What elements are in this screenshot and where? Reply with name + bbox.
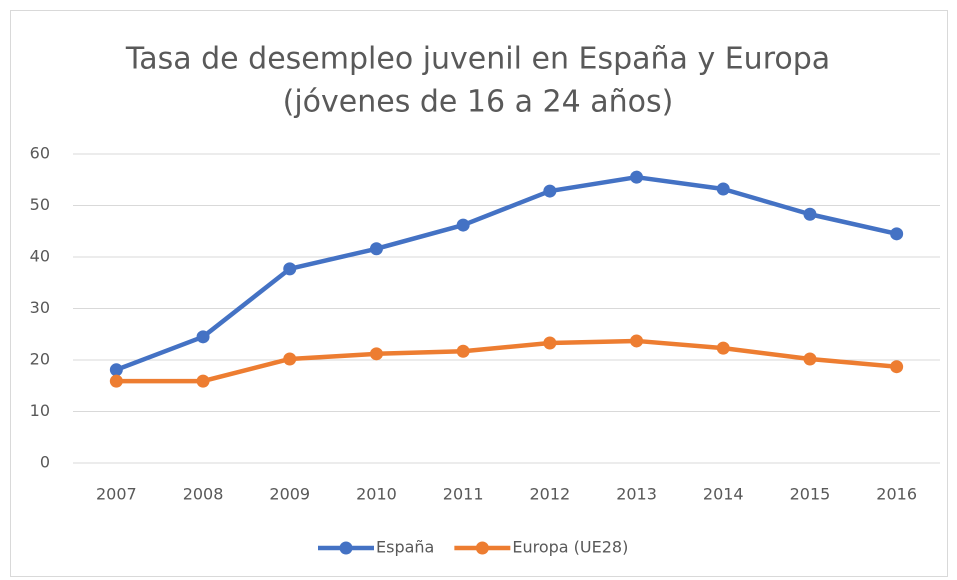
data-point	[369, 347, 383, 361]
data-point	[803, 352, 817, 366]
y-tick-label: 60	[30, 144, 50, 163]
x-tick-label: 2016	[876, 485, 917, 504]
data-point	[716, 182, 730, 196]
x-tick-label: 2013	[616, 485, 657, 504]
data-point	[543, 184, 557, 198]
x-tick-label: 2011	[443, 485, 484, 504]
legend-marker	[475, 541, 489, 555]
data-point	[630, 334, 644, 348]
data-point	[630, 170, 644, 184]
data-point	[890, 360, 904, 374]
chart-title: (jóvenes de 16 a 24 años)	[283, 85, 674, 120]
x-tick-label: 2015	[790, 485, 831, 504]
series-line	[115, 174, 898, 372]
series-line	[116, 338, 897, 384]
y-tick-label: 50	[30, 195, 50, 214]
legend-marker	[339, 541, 353, 555]
y-tick-label: 20	[30, 350, 50, 369]
chart-frame	[10, 10, 948, 577]
chart-title: Tasa de desempleo juvenil en España y Eu…	[125, 42, 830, 77]
data-point	[109, 363, 123, 377]
y-tick-label: 30	[30, 298, 50, 317]
x-tick-label: 2012	[529, 485, 570, 504]
x-tick-label: 2010	[356, 485, 397, 504]
legend-label: España	[376, 538, 434, 557]
data-point	[196, 330, 210, 344]
x-tick-label: 2009	[269, 485, 310, 504]
data-point	[283, 352, 297, 366]
data-point	[456, 218, 470, 232]
legend-label: Europa (UE28)	[512, 538, 628, 557]
data-point	[543, 336, 557, 350]
data-point	[456, 344, 470, 358]
y-tick-label: 0	[40, 453, 50, 472]
x-tick-label: 2014	[703, 485, 744, 504]
data-point	[369, 242, 383, 256]
data-point	[716, 341, 730, 355]
y-tick-label: 40	[30, 247, 50, 266]
data-point	[803, 207, 817, 221]
data-point	[890, 227, 904, 241]
x-tick-label: 2007	[96, 485, 137, 504]
data-point	[283, 262, 297, 276]
y-tick-label: 10	[30, 401, 50, 420]
x-tick-label: 2008	[183, 485, 224, 504]
data-point	[109, 374, 123, 388]
data-point	[196, 374, 210, 388]
